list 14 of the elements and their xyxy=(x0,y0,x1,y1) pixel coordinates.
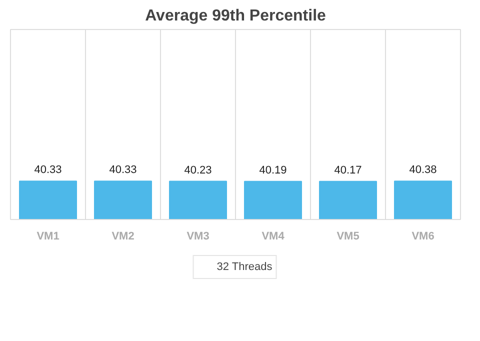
data-label: 40.17 xyxy=(334,164,362,176)
x-tick-label: VM6 xyxy=(412,230,434,242)
x-tick-label: VM4 xyxy=(262,230,286,242)
x-tick-label: VM3 xyxy=(186,230,210,242)
x-tick-label: VM2 xyxy=(112,230,134,242)
x-tick-label: VM5 xyxy=(336,230,360,242)
chart-title: Average 99th Percentile xyxy=(145,8,326,24)
x-tick-label: VM1 xyxy=(36,230,60,242)
data-label: 40.33 xyxy=(109,164,137,176)
data-label: 40.23 xyxy=(184,164,212,176)
data-label: 40.38 xyxy=(409,164,437,176)
data-label: 40.33 xyxy=(34,164,62,176)
data-label: 40.19 xyxy=(259,164,287,176)
text: 32 Threads xyxy=(216,261,272,273)
